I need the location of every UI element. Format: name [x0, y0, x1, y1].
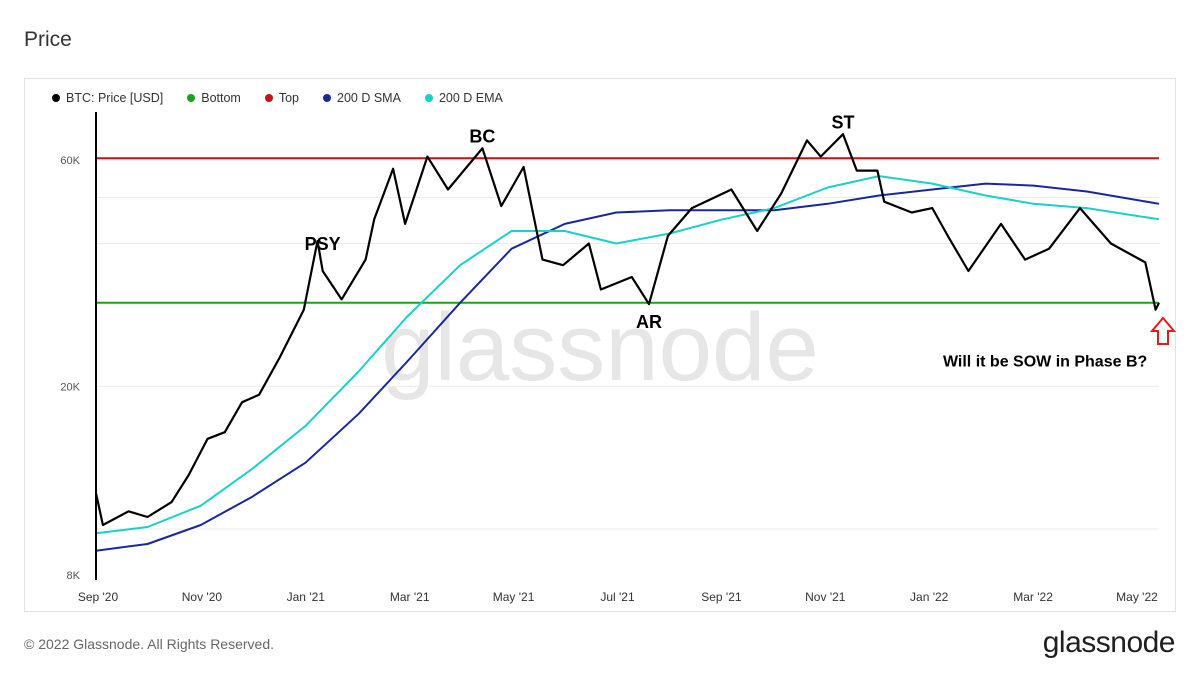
x-tick-label: May '21	[493, 590, 535, 604]
legend-label: Bottom	[201, 91, 241, 105]
legend-dot-icon	[187, 94, 196, 102]
legend-dot-icon	[323, 94, 332, 102]
legend-dot-icon	[264, 94, 273, 102]
x-tick-label: Jan '21	[287, 590, 326, 604]
annotation-label: BC	[469, 127, 495, 147]
y-tick-label: 20K	[60, 381, 80, 393]
watermark: glassnode	[381, 294, 819, 401]
legend-dot-icon	[52, 94, 60, 102]
up-arrow-icon	[1149, 316, 1177, 345]
copyright-text: © 2022 Glassnode. All Rights Reserved.	[24, 636, 275, 652]
x-tick-label: Jan '22	[910, 590, 949, 604]
chart-legend: BTC: Price [USD] Bottom Top 200 D SMA 200 D …	[52, 91, 527, 105]
legend-label: BTC: Price [USD]	[66, 91, 164, 105]
glassnode-logo: glassnode	[1042, 626, 1176, 659]
legend-item[interactable]: BTC: Price [USD]	[52, 91, 163, 105]
x-tick-label: Nov '20	[182, 590, 223, 604]
x-tick-label: Sep '20	[78, 590, 119, 604]
annotation-label: ST	[832, 113, 855, 133]
price-line	[94, 133, 1160, 527]
horizontal-lines	[96, 157, 1159, 304]
legend-dot-icon	[424, 94, 433, 102]
legend-item[interactable]: 200 D SMA	[323, 91, 401, 105]
chart-panel	[24, 78, 1176, 612]
y-tick-label: 8K	[67, 570, 81, 582]
x-tick-label: May '22	[1116, 590, 1158, 604]
legend-item[interactable]: Bottom	[187, 91, 241, 105]
annotation-label: Will it be SOW in Phase B?	[943, 354, 1147, 371]
sma-200-line	[95, 182, 1160, 552]
legend-label: 200 D EMA	[438, 91, 503, 105]
legend-item[interactable]: Top	[264, 91, 300, 105]
x-tick-label: Nov '21	[805, 590, 846, 604]
annotation-layer: PSY BC AR ST Will it be SOW in Phase B?	[305, 113, 1148, 371]
legend-label: Top	[278, 91, 300, 105]
x-tick-label: Mar '21	[390, 590, 430, 604]
axis-layer: 8K 20K 60K Sep '20 Nov '20 Jan '21 Mar '21 May …	[60, 112, 1158, 604]
ema-200-line	[95, 175, 1160, 535]
marker-layer	[1149, 316, 1177, 345]
x-tick-label: Mar '22	[1013, 590, 1053, 604]
annotation-label: AR	[636, 312, 662, 332]
annotation-label: PSY	[305, 234, 341, 254]
legend-label: 200 D SMA	[337, 91, 401, 105]
x-tick-label: Sep '21	[701, 590, 742, 604]
x-tick-label: Jul '21	[600, 590, 635, 604]
y-tick-label: 60K	[60, 155, 80, 167]
legend-item[interactable]: 200 D EMA	[424, 91, 503, 105]
page-title: Price	[24, 28, 72, 51]
series-layer	[94, 133, 1160, 552]
